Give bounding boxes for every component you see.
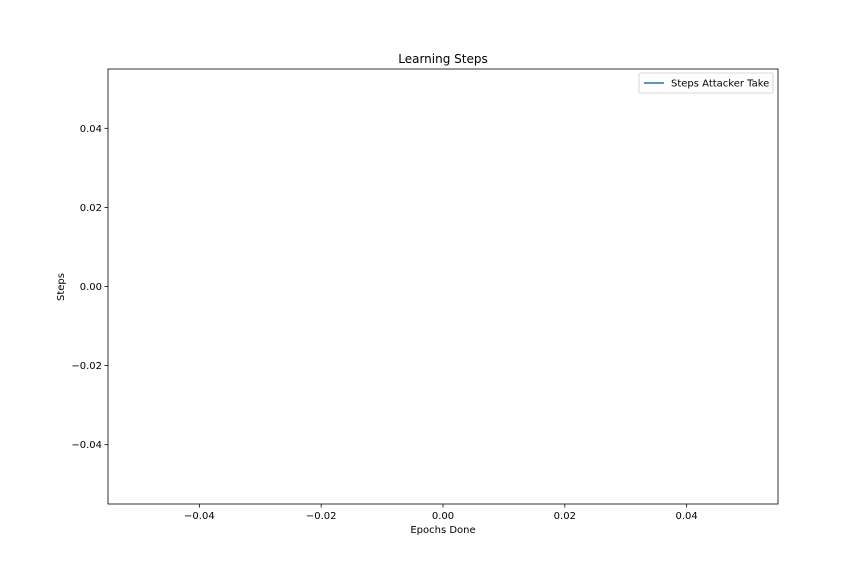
y-tick-label: 0.04	[80, 124, 102, 135]
legend-label: Steps Attacker Take	[671, 79, 769, 90]
x-tick-label: 0.00	[432, 511, 454, 522]
y-axis-label: Steps	[56, 273, 67, 301]
x-axis-label: Epochs Done	[410, 525, 475, 536]
x-tick-label: 0.04	[676, 511, 698, 522]
y-tick-label: 0.00	[80, 282, 102, 293]
x-tick-label: −0.02	[306, 511, 337, 522]
legend-box	[638, 72, 774, 94]
chart-title: Learning Steps	[398, 52, 487, 66]
x-tick-label: −0.04	[184, 511, 215, 522]
legend: Steps Attacker Take	[638, 72, 774, 94]
y-axis-ticks: −0.04 −0.02 0.00 0.02 0.04	[71, 124, 108, 451]
y-tick-label: −0.02	[71, 361, 102, 372]
plot-area	[107, 68, 779, 505]
y-tick-label: −0.04	[71, 440, 102, 451]
x-axis-ticks: −0.04 −0.02 0.00 0.02 0.04	[184, 504, 698, 522]
y-tick-label: 0.02	[80, 203, 102, 214]
x-tick-label: 0.02	[554, 511, 576, 522]
